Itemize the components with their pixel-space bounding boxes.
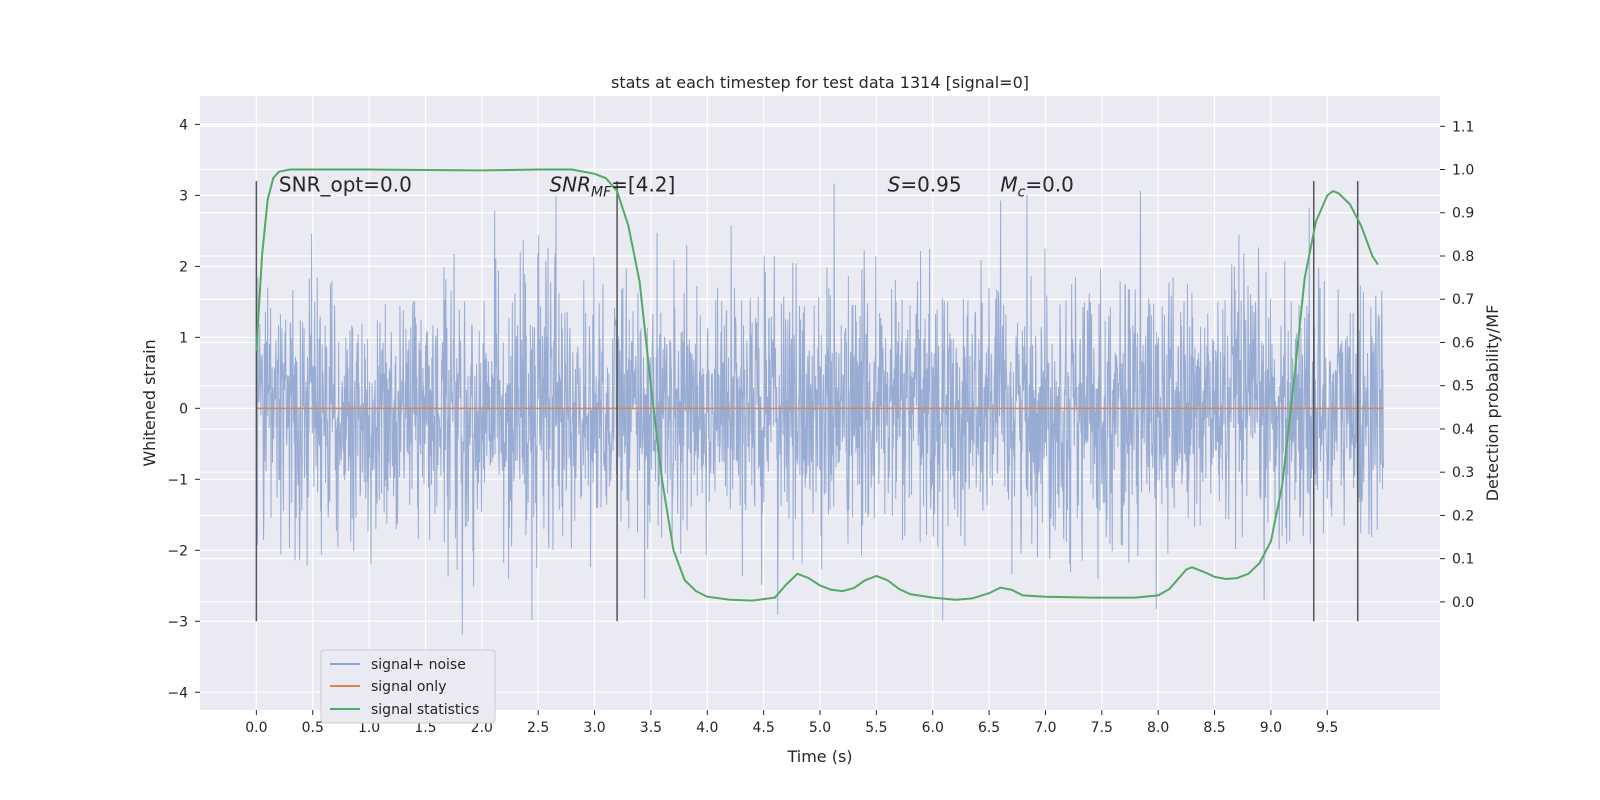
x-tick-label: 7.5: [1091, 720, 1113, 736]
annotation-text: Mc=0.0: [1000, 173, 1074, 201]
legend-box: [320, 649, 496, 724]
y-tick-label: −4: [167, 685, 188, 701]
series-signal-noise: [255, 183, 1385, 635]
y-tick-label: −3: [167, 614, 188, 630]
x-tick-label: 5.0: [809, 720, 831, 736]
x-tick-label: 3.5: [640, 720, 662, 736]
x-tick-label: 1.0: [358, 720, 380, 736]
y-right-tick-label: 1.0: [1452, 163, 1474, 179]
chart-title: stats at each timestep for test data 131…: [611, 73, 1029, 92]
x-tick-label: 6.5: [978, 720, 1000, 736]
y-tick-label: −1: [167, 472, 188, 488]
y-tick-label: 0: [179, 401, 188, 417]
annotation-text: SNRMF=[4.2]: [549, 173, 675, 201]
x-tick-label: 9.0: [1260, 720, 1282, 736]
y-right-tick-label: 0.6: [1452, 335, 1474, 351]
y-axis-label: Whitened strain: [140, 339, 159, 466]
x-tick-label: 0.5: [302, 720, 324, 736]
x-tick-label: 0.0: [245, 720, 267, 736]
x-tick-label: 2.0: [471, 720, 493, 736]
y-tick-label: 1: [179, 330, 188, 346]
x-tick-label: 8.0: [1147, 720, 1169, 736]
x-tick-label: 3.0: [583, 720, 605, 736]
y-right-tick-label: 0.7: [1452, 292, 1474, 308]
x-tick-label: 9.5: [1316, 720, 1338, 736]
x-axis-label: Time (s): [786, 747, 852, 766]
y-tick-label: 2: [179, 259, 188, 275]
annotation-text: S=0.95: [888, 173, 962, 197]
tick-labels: 0.0 0.5 1.0 1.5 2.0 2.5 3.0 3.5 4.0 4.5 5.0 5.5 6.0 6…: [167, 117, 1474, 736]
x-tick-label: 1.5: [414, 720, 436, 736]
annotation-text: SNR_opt=0.0: [279, 173, 412, 197]
y-tick-label: 3: [179, 188, 188, 204]
series-signal-statistics: [255, 168, 1379, 602]
y-right-tick-label: 0.4: [1452, 422, 1474, 438]
y-tick-label: 4: [179, 117, 188, 133]
x-tick-label: 2.5: [527, 720, 549, 736]
x-tick-label: 7.0: [1034, 720, 1056, 736]
annotations: SNR_opt=0.0 SNRMF=[4.2] S=0.95 Mc=0.0: [279, 173, 1074, 201]
signal-statistics-line: [255, 168, 1379, 602]
legend-label-signal-statistics: signal statistics: [371, 702, 479, 718]
y-right-axis-label: Detection probability/MF: [1483, 305, 1502, 502]
x-tick-label: 4.5: [753, 720, 775, 736]
x-tick-label: 6.0: [922, 720, 944, 736]
y-right-tick-label: 0.8: [1452, 249, 1474, 265]
legend: signal+ noise signal only signal statist…: [320, 649, 496, 724]
y-right-tick-label: 0.3: [1452, 465, 1474, 481]
y-right-tick-label: 0.2: [1452, 508, 1474, 524]
vertical-markers: [255, 181, 1359, 622]
x-tick-label: 4.0: [696, 720, 718, 736]
legend-label-signal-noise: signal+ noise: [371, 657, 466, 673]
y-right-tick-label: 0.0: [1452, 595, 1474, 611]
y-right-tick-label: 0.1: [1452, 552, 1474, 568]
y-right-tick-label: 0.5: [1452, 379, 1474, 395]
signal-noise-line: [255, 183, 1385, 635]
y-right-tick-label: 0.9: [1452, 206, 1474, 222]
legend-label-signal-only: signal only: [371, 679, 446, 695]
y-right-tick-label: 1.1: [1452, 119, 1474, 135]
x-tick-label: 5.5: [865, 720, 887, 736]
x-tick-label: 8.5: [1203, 720, 1225, 736]
y-tick-label: −2: [167, 543, 188, 559]
